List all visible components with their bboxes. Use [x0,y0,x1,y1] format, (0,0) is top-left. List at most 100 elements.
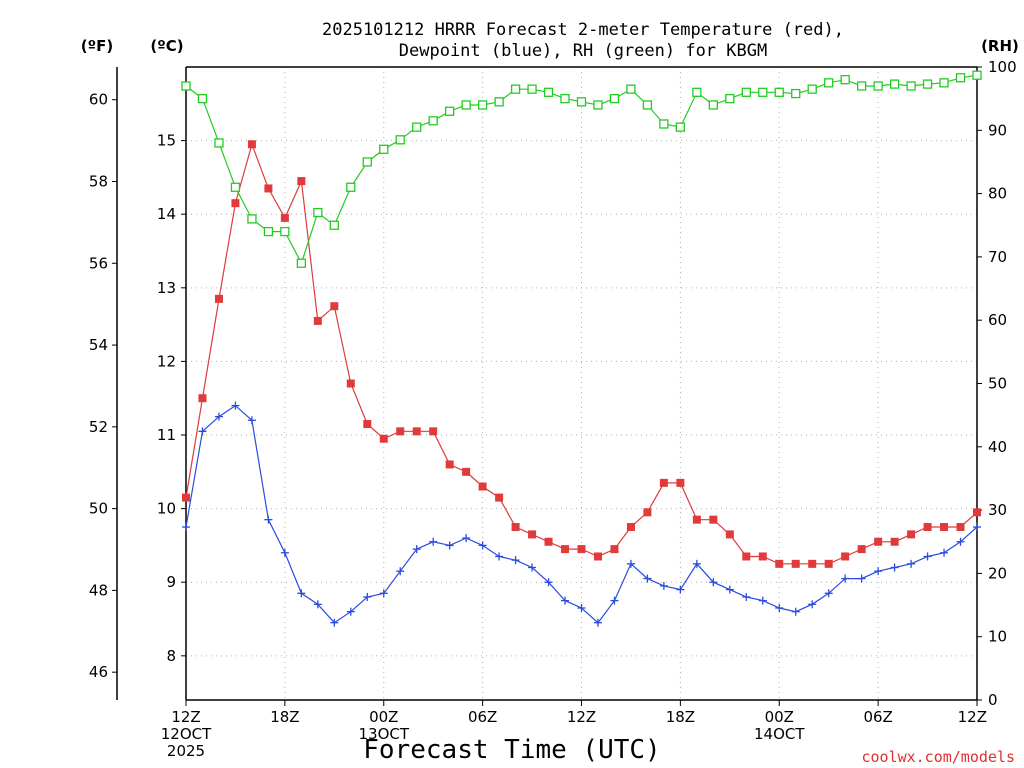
rh-point [939,78,949,88]
dewpoint-point [824,589,833,598]
dewpoint-point [528,563,537,572]
rh-point [659,119,669,129]
temperature-point [478,482,487,491]
rh-tick-label: 70 [988,248,1007,266]
rh-point [313,207,323,218]
dewpoint-point [907,559,916,568]
chart-title-line1: 2025101212 HRRR Forecast 2-meter Tempera… [322,20,844,40]
temperature-point [659,478,668,487]
x-tick-label: 12Z [171,708,200,726]
rh-point [856,81,867,91]
dewpoint-point [264,515,273,524]
temperature-point [692,515,701,524]
x-tick-label: 12OCT [161,725,212,743]
temperature-point [198,394,207,403]
dewpoint-point [890,563,899,572]
celsius-tick-label: 10 [157,500,176,518]
rh-point [543,87,554,97]
temperature-point [445,460,454,469]
x-tick-label: 13OCT [358,725,409,743]
chart-title-line2: Dewpoint (blue), RH (green) for KBGM [399,41,767,61]
rh-point [560,94,570,104]
x-tick-label: 12Z [567,708,596,726]
fahrenheit-tick-label: 60 [89,91,108,109]
temperature-point [593,552,602,561]
dewpoint-point [247,416,256,425]
rh-point [922,79,933,89]
rh-point [807,84,817,94]
dewpoint-point [214,412,223,421]
rh-tick-label: 50 [988,375,1007,393]
rh-unit-label: (RH) [981,37,1019,55]
rh-tick-label: 60 [988,311,1007,329]
temperature-point [709,515,718,524]
dewpoint-point [511,556,520,565]
temperature-point [182,493,190,502]
grid-lines [186,67,977,700]
dewpoint-point [593,618,602,627]
rh-point [445,106,455,116]
temperature-point [528,530,537,539]
dewpoint-point [313,600,322,609]
rh-point [379,144,389,154]
rh-point [494,97,504,107]
dewpoint-point [725,585,734,594]
fahrenheit-tick-label: 54 [89,336,108,354]
dewpoint-point [412,545,421,554]
temperature-point [742,552,751,561]
temperature-point [758,552,767,561]
temperature-point [923,523,932,532]
dewpoint-point [923,552,932,561]
rh-point [197,94,208,104]
dewpoint-point [429,537,438,546]
dewpoint-point [346,607,355,616]
rh-point [477,100,488,110]
temperature-point [495,493,504,502]
dewpoint-point [198,427,207,436]
dewpoint-point [280,548,289,557]
temperature-point [462,467,471,476]
dewpoint-point [692,559,701,568]
temperature-point [940,523,949,532]
dewpoint-point [330,618,339,627]
rh-point [972,70,982,80]
temperature-point [396,427,405,436]
rh-point [741,87,751,97]
temperature-point [824,559,833,568]
rh-tick-label: 20 [988,564,1007,582]
x-tick-label: 00Z [765,708,794,726]
rh-point [593,100,603,110]
dewpoint-point [544,578,553,587]
rh-point [280,226,290,237]
x-tick-label: 06Z [468,708,497,726]
rh-point [395,135,405,145]
rh-point [626,84,636,94]
x-tick-label: 12Z [958,708,987,726]
rh-tick-label: 10 [988,628,1007,646]
x-tick-label: 06Z [863,708,892,726]
temperature-point [247,140,256,149]
rh-point [906,81,916,91]
rh-point [362,157,372,167]
rh-point [692,87,702,97]
x-tick-label: 00Z [369,708,398,726]
rh-tick-label: 0 [988,691,998,709]
dewpoint-point [791,607,800,616]
dewpoint-point [841,574,850,583]
temperature-point [379,434,388,443]
temperature-point [725,530,734,539]
temperature-point [264,184,273,193]
fahrenheit-tick-label: 58 [89,172,108,190]
fahrenheit-tick-label: 48 [89,581,108,599]
dewpoint-point [396,567,405,576]
dewpoint-line [185,404,978,624]
temperature-point [857,545,866,554]
fahrenheit-tick-label: 46 [89,663,108,681]
credit-link[interactable]: coolwx.com/models [861,748,1015,766]
temperature-point [808,559,817,568]
rh-point [791,88,801,99]
rh-point [296,258,307,268]
dewpoint-point [940,548,949,557]
dewpoint-point [231,401,240,410]
